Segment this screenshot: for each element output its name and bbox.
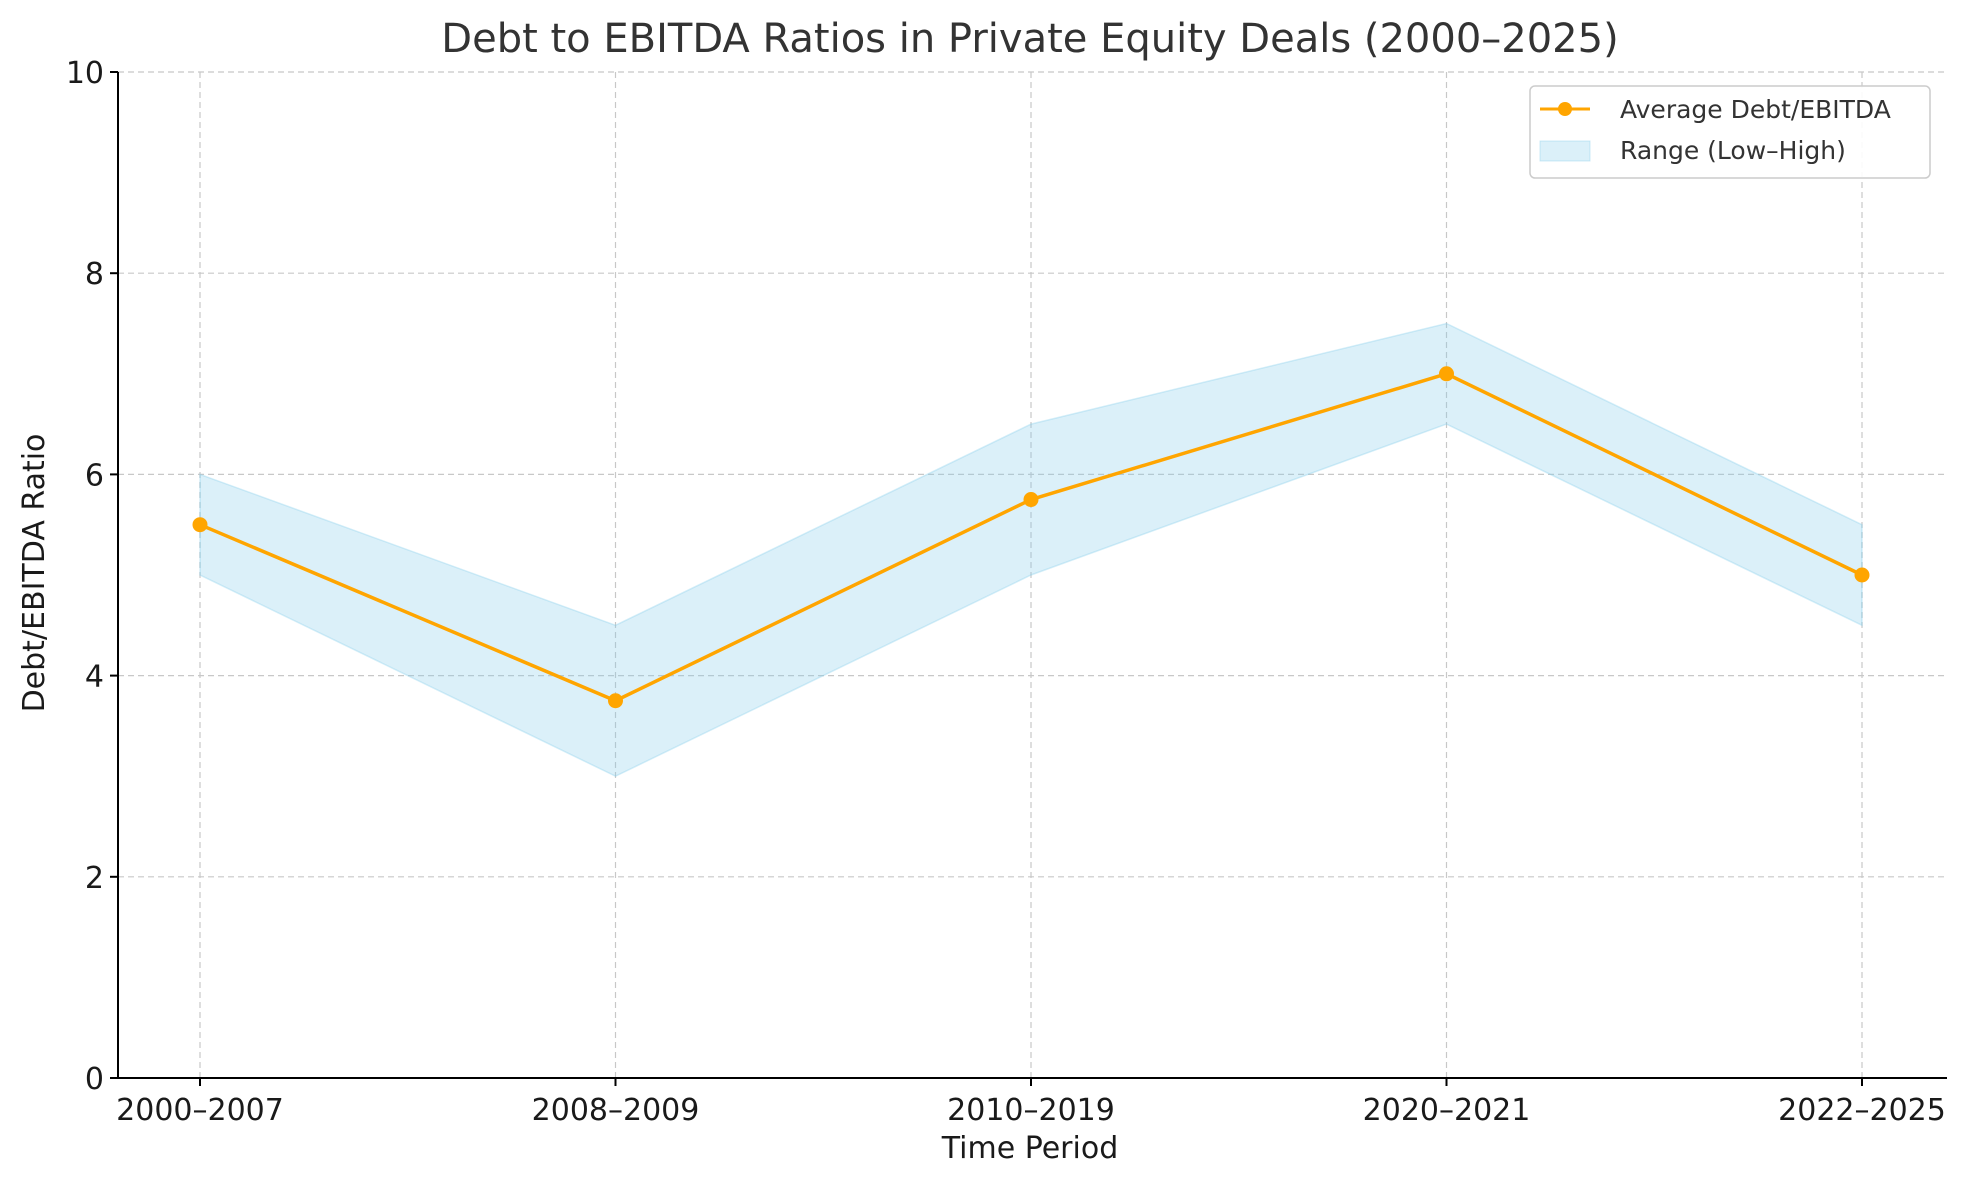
y-tick-label: 10	[66, 56, 104, 91]
axes	[110, 71, 1947, 1086]
legend-label-average: Average Debt/EBITDA	[1620, 95, 1891, 124]
data-point	[1439, 366, 1454, 382]
y-tick-label: 6	[85, 458, 104, 493]
data-point	[192, 517, 208, 533]
data-point	[1854, 567, 1870, 583]
chart-title: Debt to EBITDA Ratios in Private Equity …	[441, 16, 1618, 62]
range-band-layer	[199, 322, 1863, 778]
legend-marker-swatch	[1558, 102, 1572, 116]
range-band	[199, 322, 1863, 778]
x-axis-title: Time Period	[941, 1131, 1119, 1166]
x-tick-label: 2022–2025	[1778, 1093, 1946, 1128]
y-tick-label: 4	[85, 660, 104, 695]
x-tick-label: 2020–2021	[1363, 1093, 1531, 1128]
x-tick-labels: 2000–2007 2008–2009 2010–2019 2020–2021 2022…	[116, 1093, 1946, 1128]
legend: Average Debt/EBITDA Range (Low–High)	[1529, 85, 1931, 179]
data-point	[1023, 492, 1039, 508]
y-tick-label: 0	[85, 1062, 104, 1097]
legend-band-swatch	[1539, 140, 1591, 162]
y-tick-label: 8	[85, 257, 104, 292]
x-tick-label: 2010–2019	[947, 1093, 1115, 1128]
data-points	[192, 366, 1870, 709]
legend-label-range: Range (Low–High)	[1620, 136, 1846, 165]
legend-frame	[1529, 85, 1931, 179]
y-tick-labels: 0 2 4 6 8 10	[66, 56, 104, 1097]
x-tick-label: 2008–2009	[532, 1093, 700, 1128]
data-point	[608, 693, 623, 709]
y-tick-label: 2	[85, 861, 104, 896]
y-axis-title: Debt/EBITDA Ratio	[17, 434, 52, 713]
x-tick-label: 2000–2007	[116, 1093, 284, 1128]
